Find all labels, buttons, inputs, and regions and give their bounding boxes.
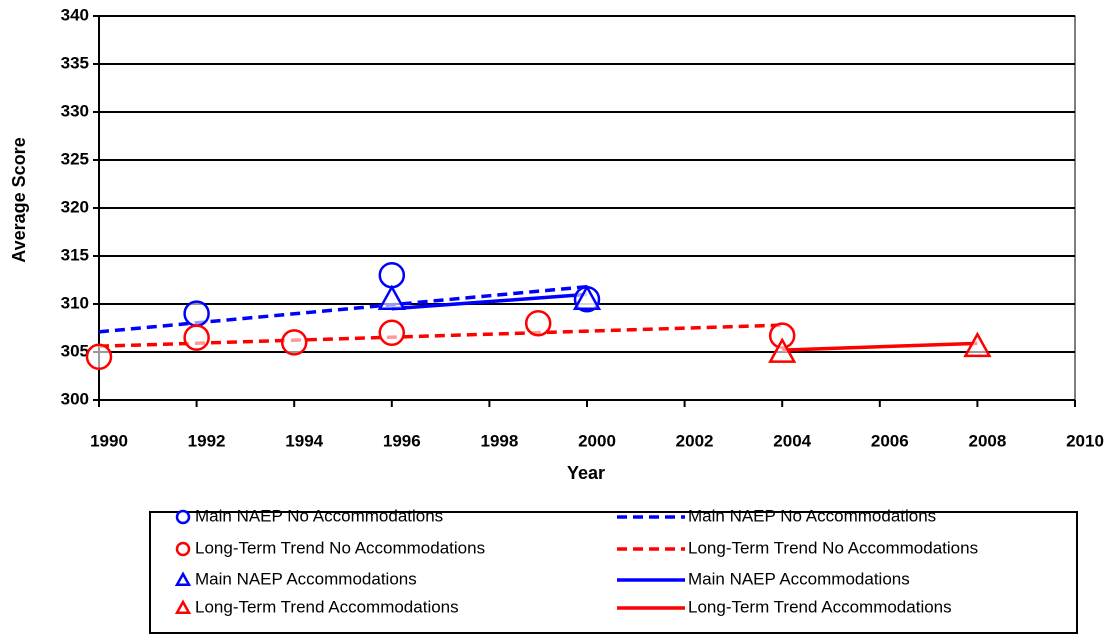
- x-tick-label: 1990: [90, 431, 128, 450]
- y-tick-label: 305: [61, 341, 89, 360]
- legend-label: Long-Term Trend Accommodations: [688, 597, 952, 616]
- y-tick-label: 300: [61, 389, 89, 408]
- y-tick-label: 315: [61, 245, 89, 264]
- y-tick-label: 330: [61, 101, 89, 120]
- legend-label: Main NAEP No Accommodations: [688, 506, 936, 525]
- marker: [378, 319, 406, 347]
- x-tick-label: 2004: [773, 431, 811, 450]
- legend-label: Main NAEP Accommodations: [688, 569, 910, 588]
- x-tick-label: 1994: [285, 431, 323, 450]
- legend-label: Long-Term Trend Accommodations: [195, 597, 459, 616]
- trend-line: [98, 284, 588, 334]
- x-tick-label: 2008: [968, 431, 1006, 450]
- trend-line: [98, 323, 783, 348]
- legend-marker: [174, 599, 192, 615]
- marker: [768, 337, 797, 363]
- marker: [524, 309, 552, 337]
- x-tick-label: 2006: [871, 431, 909, 450]
- legend-marker: [175, 541, 191, 557]
- legend-label: Long-Term Trend No Accommodations: [688, 538, 978, 557]
- marker: [183, 300, 210, 327]
- marker: [377, 284, 406, 311]
- trend-line: [391, 292, 588, 311]
- legend-label: Long-Term Trend No Accommodations: [195, 538, 485, 557]
- legend-label: Main NAEP Accommodations: [195, 569, 417, 588]
- legend-box: [149, 511, 1078, 634]
- marker: [183, 324, 210, 351]
- marker: [963, 331, 992, 358]
- legend-marker: [175, 509, 191, 525]
- x-tick-label: 2000: [578, 431, 616, 450]
- x-tick-label: 1998: [480, 431, 518, 450]
- plot-frame: [98, 15, 1076, 401]
- legend-label: Main NAEP No Accommodations: [195, 506, 443, 525]
- x-tick-label: 1992: [188, 431, 226, 450]
- x-axis-title: Year: [567, 463, 605, 483]
- y-tick-label: 340: [61, 5, 89, 24]
- marker: [85, 343, 113, 371]
- x-tick-label: 1996: [383, 431, 421, 450]
- legend-marker: [174, 571, 192, 587]
- x-tick-label: 2010: [1066, 431, 1104, 450]
- marker: [280, 329, 308, 356]
- y-tick-label: 320: [61, 197, 89, 216]
- y-axis-title: Average Score: [9, 137, 29, 262]
- y-tick-label: 310: [61, 293, 89, 312]
- marker: [572, 284, 602, 311]
- y-tick-label: 325: [61, 149, 89, 168]
- trend-line: [782, 341, 978, 352]
- y-tick-label: 335: [61, 53, 89, 72]
- marker: [378, 261, 406, 289]
- x-tick-label: 2002: [676, 431, 714, 450]
